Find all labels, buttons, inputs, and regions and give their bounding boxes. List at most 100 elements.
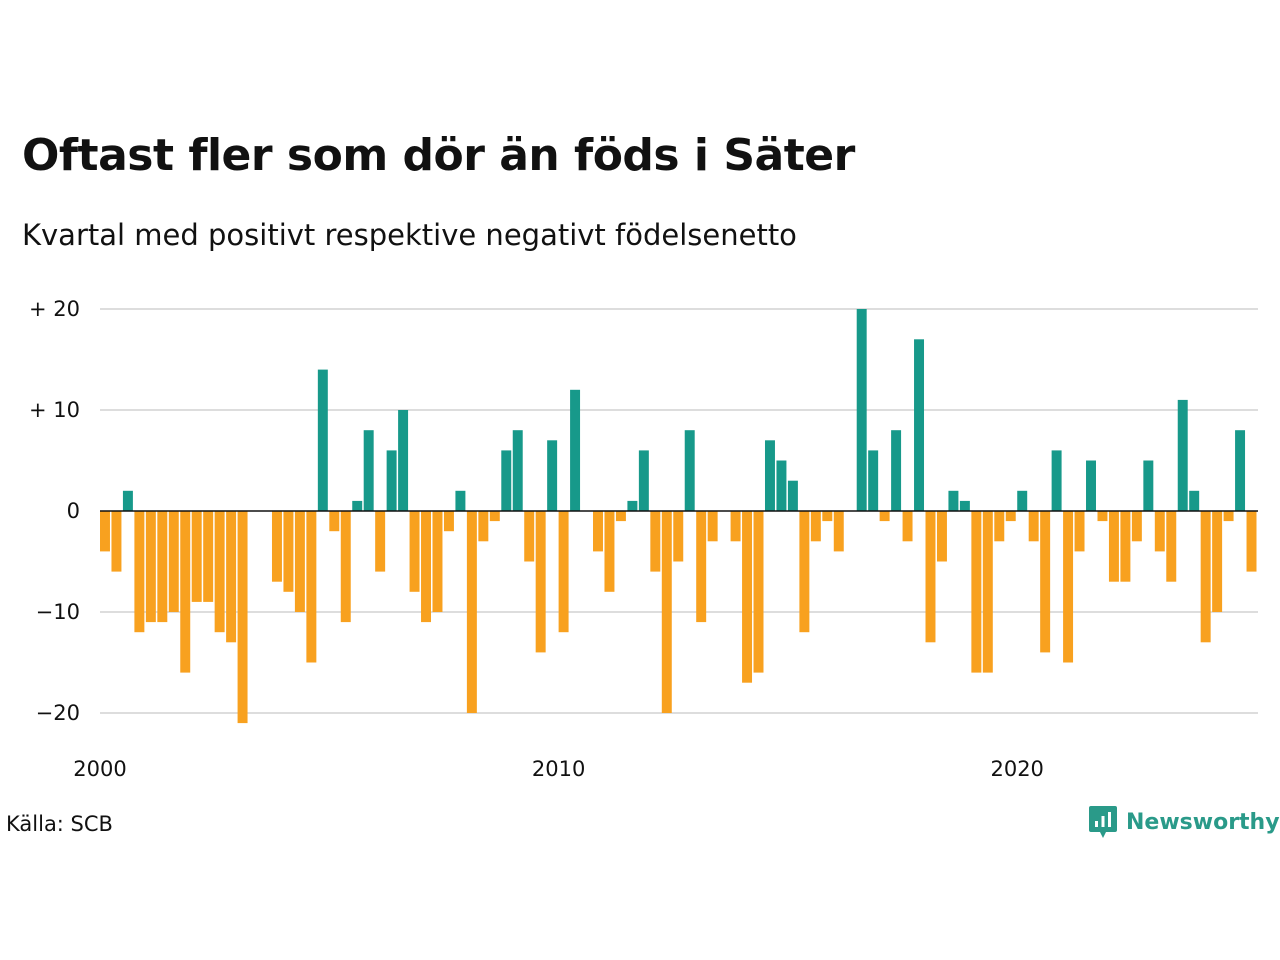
bar-negative bbox=[294, 511, 305, 612]
y-tick-label: + 10 bbox=[29, 398, 80, 422]
bar-positive bbox=[959, 500, 970, 511]
bar-negative bbox=[214, 511, 225, 633]
y-tick-label: + 20 bbox=[29, 297, 80, 321]
bar-negative bbox=[593, 511, 603, 552]
bar-positive bbox=[1189, 490, 1200, 511]
bar-negative bbox=[1223, 511, 1234, 522]
bar-negative bbox=[1154, 511, 1165, 552]
bar-positive bbox=[122, 490, 133, 511]
bar-negative bbox=[1212, 511, 1223, 612]
y-tick-label: 0 bbox=[67, 499, 80, 523]
bar-negative bbox=[799, 511, 810, 633]
bar-negative bbox=[134, 511, 145, 633]
bar-negative bbox=[409, 511, 420, 592]
chart-title: Oftast fler som dör än föds i Säter bbox=[22, 130, 855, 181]
bar-negative bbox=[1246, 511, 1257, 572]
bar-positive bbox=[891, 430, 902, 511]
source-note: Källa: SCB bbox=[6, 812, 113, 836]
bar-positive bbox=[317, 369, 328, 511]
bar-negative bbox=[1005, 511, 1016, 522]
bar-positive bbox=[501, 450, 512, 511]
grid-lines bbox=[100, 308, 1258, 714]
bar-positive bbox=[627, 500, 638, 511]
bar-negative bbox=[237, 511, 248, 724]
bar-negative bbox=[1120, 511, 1131, 582]
chart-subtitle: Kvartal med positivt respektive negativt… bbox=[22, 218, 797, 252]
bar-negative bbox=[329, 511, 340, 532]
bar-negative bbox=[1028, 511, 1039, 542]
bar-negative bbox=[100, 511, 110, 552]
bar-positive bbox=[547, 440, 558, 511]
bar-negative bbox=[994, 511, 1005, 542]
logo-text: Newsworthy bbox=[1126, 809, 1280, 835]
bar-chart: + 20 + 10 0 −10 −20 2000 2010 2020 bbox=[29, 297, 1258, 781]
bar-negative bbox=[478, 511, 489, 542]
bar-negative bbox=[421, 511, 431, 623]
bar-positive bbox=[1086, 460, 1096, 511]
bar-negative bbox=[650, 511, 661, 572]
bar-negative bbox=[833, 511, 844, 552]
bar-negative bbox=[925, 511, 936, 643]
bar-negative bbox=[902, 511, 913, 542]
bar-negative bbox=[673, 511, 684, 562]
bar-negative bbox=[730, 511, 741, 542]
bar-positive bbox=[398, 410, 409, 511]
x-axis-labels: 2000 2010 2020 bbox=[73, 757, 1044, 781]
bar-negative bbox=[1074, 511, 1085, 552]
bar-positive bbox=[352, 500, 363, 511]
bar-positive bbox=[1051, 450, 1062, 511]
bar-positive bbox=[856, 309, 867, 511]
bar-positive bbox=[914, 339, 925, 511]
chart-speech-bubble-icon bbox=[1089, 806, 1117, 838]
bar-negative bbox=[822, 511, 833, 522]
bar-negative bbox=[466, 511, 477, 713]
bar-negative bbox=[283, 511, 294, 592]
bar-negative bbox=[168, 511, 179, 612]
bar-positive bbox=[363, 430, 374, 511]
bar-positive bbox=[868, 450, 879, 511]
bars bbox=[100, 309, 1257, 724]
bar-negative bbox=[226, 511, 237, 643]
bar-negative bbox=[489, 511, 500, 522]
x-tick-label: 2010 bbox=[532, 757, 585, 781]
bar-negative bbox=[157, 511, 168, 623]
bar-positive bbox=[1235, 430, 1246, 511]
bar-negative bbox=[191, 511, 202, 602]
bar-negative bbox=[443, 511, 454, 532]
bar-negative bbox=[111, 511, 122, 572]
bar-negative bbox=[604, 511, 615, 592]
bar-negative bbox=[936, 511, 947, 562]
bar-negative bbox=[879, 511, 890, 522]
x-tick-label: 2000 bbox=[73, 757, 126, 781]
bar-negative bbox=[753, 511, 764, 673]
bar-positive bbox=[1143, 460, 1154, 511]
bar-negative bbox=[707, 511, 718, 542]
bar-negative bbox=[971, 511, 982, 673]
bar-negative bbox=[203, 511, 214, 602]
bar-positive bbox=[512, 430, 523, 511]
bar-negative bbox=[145, 511, 156, 623]
bar-negative bbox=[696, 511, 707, 623]
x-tick-label: 2020 bbox=[990, 757, 1043, 781]
newsworthy-logo: Newsworthy bbox=[1088, 804, 1280, 840]
bar-positive bbox=[776, 460, 787, 511]
bar-negative bbox=[180, 511, 191, 673]
bar-positive bbox=[1177, 399, 1188, 511]
bar-negative bbox=[1200, 511, 1211, 643]
bar-positive bbox=[455, 490, 466, 511]
y-tick-label: −10 bbox=[36, 600, 80, 624]
bar-negative bbox=[535, 511, 546, 653]
bar-negative bbox=[1063, 511, 1074, 663]
bar-positive bbox=[787, 480, 798, 511]
y-axis-labels: + 20 + 10 0 −10 −20 bbox=[29, 297, 80, 725]
bar-negative bbox=[615, 511, 626, 522]
bar-negative bbox=[1166, 511, 1177, 582]
bar-negative bbox=[1040, 511, 1051, 653]
bar-negative bbox=[1131, 511, 1142, 542]
bar-negative bbox=[306, 511, 317, 663]
bar-negative bbox=[982, 511, 993, 673]
bar-positive bbox=[386, 450, 397, 511]
bar-negative bbox=[432, 511, 443, 612]
bar-negative bbox=[340, 511, 351, 623]
bar-positive bbox=[638, 450, 649, 511]
